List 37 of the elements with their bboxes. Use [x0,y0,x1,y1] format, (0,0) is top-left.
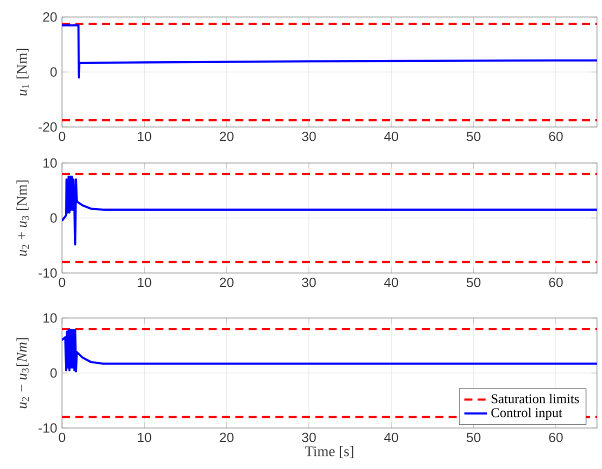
x-tick-label: 40 [384,278,398,288]
x-tick-label: 40 [384,432,398,442]
x-tick-label: 30 [302,132,316,142]
y-axis-title: u$_{2}$ + u$_{3}$ [Nm] [16,180,29,256]
y-tick-label: 10 [43,158,57,168]
x-axis-title: Time [s] [304,446,354,458]
y-tick-label: 0 [50,67,57,77]
x-tick-label: 60 [549,132,563,142]
x-tick-label: 20 [220,278,234,288]
x-tick-label: 50 [466,278,480,288]
x-tick-label: 60 [549,432,563,442]
x-tick-label: 30 [302,278,316,288]
y-tick-label: 20 [43,12,57,22]
x-tick-label: 10 [138,132,152,142]
legend-label: Control input [491,408,562,420]
x-tick-label: 10 [138,278,152,288]
x-tick-label: 40 [384,132,398,142]
y-tick-label: 0 [50,213,57,223]
x-tick-label: 0 [58,432,66,442]
legend-label: Saturation limits [492,394,579,404]
x-tick-label: 0 [58,132,66,142]
y-tick-label: 0 [50,368,57,378]
x-tick-label: 10 [138,432,152,442]
x-tick-label: 50 [466,432,480,442]
x-tick-label: 60 [549,278,563,288]
line-series [62,24,597,79]
y-tick-label: -20 [38,122,57,132]
x-tick-label: 0 [58,278,66,288]
x-tick-label: 20 [220,432,234,442]
y-tick-label: 10 [43,313,57,323]
y-tick-label: -10 [38,423,57,433]
x-tick-label: 20 [220,132,234,142]
y-axis-title: u$_{2}$ − u$_{3}$[Nm] [16,338,29,408]
x-tick-label: 30 [302,432,316,442]
y-axis-title: u$_{1}$ [Nm] [16,48,29,96]
y-tick-label: -10 [38,268,57,278]
x-tick-label: 50 [466,132,480,142]
